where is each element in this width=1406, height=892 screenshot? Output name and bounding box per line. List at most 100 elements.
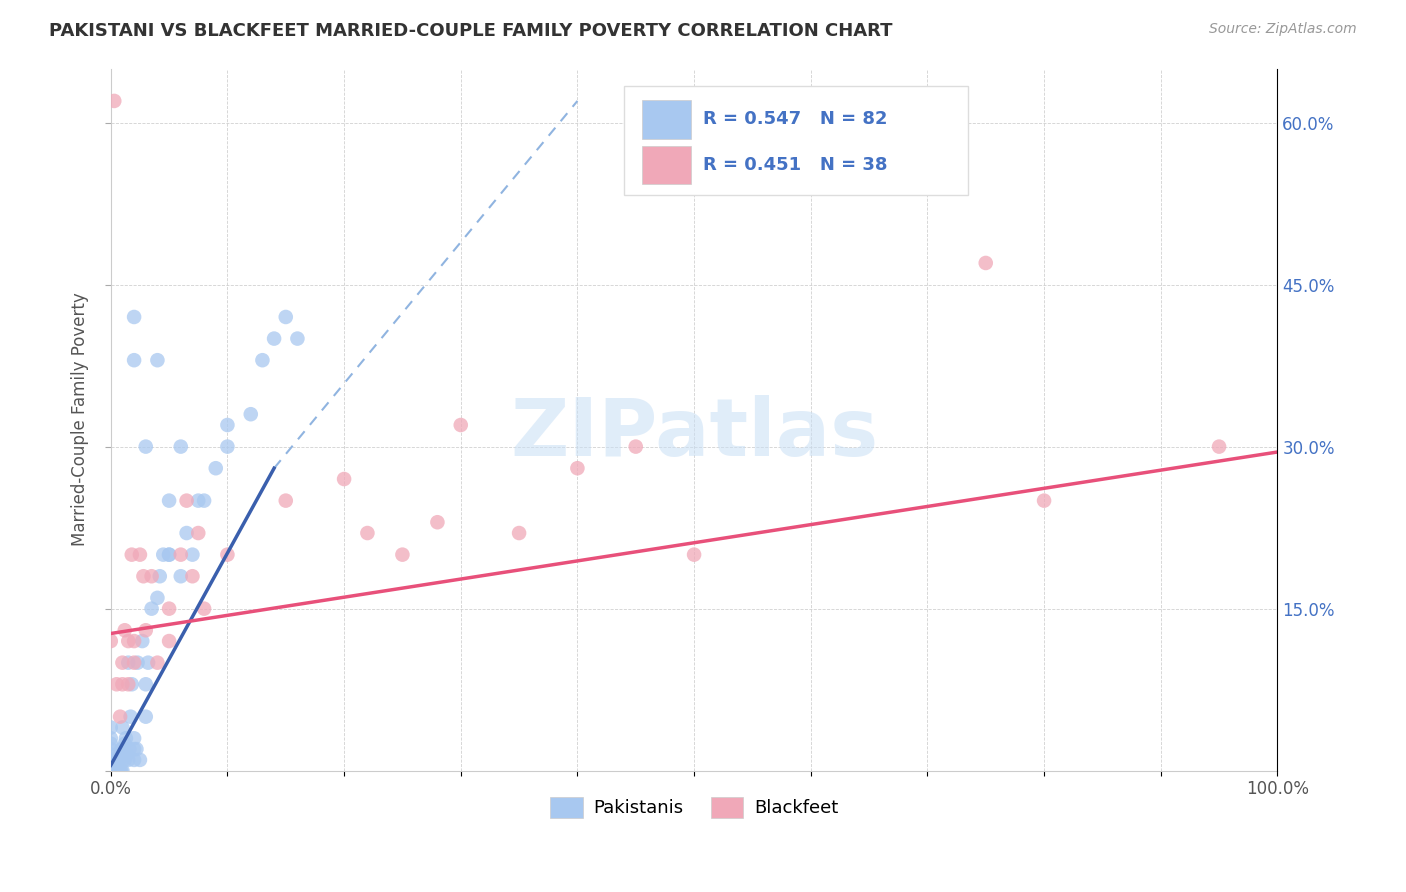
Point xyxy=(122,656,145,670)
Point xyxy=(100,737,122,751)
Point xyxy=(100,764,122,778)
Point xyxy=(100,753,122,767)
Point xyxy=(391,548,413,562)
Point xyxy=(121,677,143,691)
Point xyxy=(135,709,157,723)
Point xyxy=(187,526,209,541)
Point xyxy=(146,656,169,670)
Point xyxy=(141,601,163,615)
Point xyxy=(100,764,122,778)
Point xyxy=(170,548,193,562)
Point xyxy=(100,747,122,762)
Point xyxy=(104,758,127,772)
Point xyxy=(146,591,169,605)
Point xyxy=(100,764,122,778)
Point xyxy=(108,709,131,723)
Point xyxy=(157,548,180,562)
Point xyxy=(110,742,132,756)
Point xyxy=(100,756,122,771)
Point xyxy=(122,310,145,324)
Point xyxy=(117,753,139,767)
Point xyxy=(100,758,122,772)
Point xyxy=(567,461,589,475)
Point xyxy=(426,515,449,529)
Point xyxy=(111,764,134,778)
Point xyxy=(100,764,122,778)
Point xyxy=(122,353,145,368)
Point xyxy=(100,764,122,778)
Point xyxy=(104,764,127,778)
Point xyxy=(105,677,128,691)
Point xyxy=(157,548,180,562)
Point xyxy=(111,677,134,691)
Point xyxy=(100,753,122,767)
Point xyxy=(1208,440,1230,454)
Point xyxy=(152,548,174,562)
Point xyxy=(450,417,472,432)
Text: Source: ZipAtlas.com: Source: ZipAtlas.com xyxy=(1209,22,1357,37)
Point xyxy=(105,753,128,767)
Point xyxy=(157,493,180,508)
Y-axis label: Married-Couple Family Poverty: Married-Couple Family Poverty xyxy=(72,293,89,547)
Point xyxy=(274,493,297,508)
Point xyxy=(100,764,122,778)
Point xyxy=(100,764,122,778)
Point xyxy=(122,742,145,756)
Point xyxy=(187,493,209,508)
Point xyxy=(141,569,163,583)
Point xyxy=(111,656,134,670)
Point xyxy=(157,601,180,615)
Point xyxy=(105,764,128,778)
Point xyxy=(217,440,239,454)
FancyBboxPatch shape xyxy=(641,145,690,185)
Point xyxy=(127,656,149,670)
Point xyxy=(181,548,204,562)
Point xyxy=(103,94,125,108)
Point xyxy=(176,526,198,541)
Point xyxy=(508,526,530,541)
Point xyxy=(108,747,131,762)
Point xyxy=(170,569,193,583)
Point xyxy=(193,601,215,615)
Point xyxy=(115,731,138,746)
Point xyxy=(1033,493,1056,508)
Point xyxy=(115,747,138,762)
Point xyxy=(117,634,139,648)
Point xyxy=(121,548,143,562)
Point xyxy=(146,353,169,368)
Point xyxy=(100,742,122,756)
Point xyxy=(129,753,152,767)
Point xyxy=(217,417,239,432)
Point xyxy=(114,753,136,767)
Point xyxy=(108,764,131,778)
Point xyxy=(105,758,128,772)
Point xyxy=(974,256,997,270)
Point xyxy=(100,753,122,767)
Point xyxy=(122,731,145,746)
Point xyxy=(263,332,285,346)
Point xyxy=(118,742,141,756)
FancyBboxPatch shape xyxy=(624,86,969,195)
Point xyxy=(287,332,309,346)
Point xyxy=(149,569,172,583)
Text: PAKISTANI VS BLACKFEET MARRIED-COUPLE FAMILY POVERTY CORRELATION CHART: PAKISTANI VS BLACKFEET MARRIED-COUPLE FA… xyxy=(49,22,893,40)
Point xyxy=(122,753,145,767)
Point xyxy=(100,764,122,778)
Point xyxy=(111,721,134,735)
Point xyxy=(135,624,157,638)
Point xyxy=(122,634,145,648)
FancyBboxPatch shape xyxy=(641,100,690,139)
Point xyxy=(356,526,378,541)
Point xyxy=(204,461,226,475)
Point xyxy=(683,548,706,562)
Point xyxy=(333,472,356,486)
Point xyxy=(274,310,297,324)
Point xyxy=(239,407,262,421)
Point xyxy=(114,737,136,751)
Point xyxy=(131,634,153,648)
Point xyxy=(103,764,125,778)
Point xyxy=(120,709,142,723)
Point xyxy=(114,624,136,638)
Point xyxy=(103,764,125,778)
Point xyxy=(624,440,647,454)
